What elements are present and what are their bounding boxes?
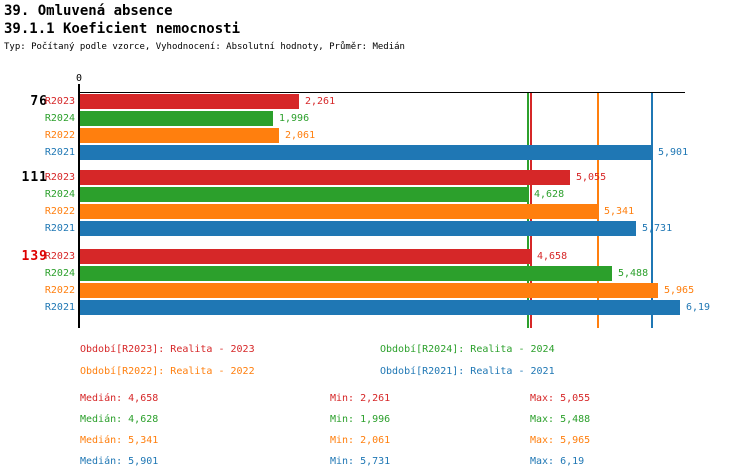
bar-value-label: 5,901 <box>658 147 689 158</box>
bar-value-label: 1,996 <box>279 113 310 124</box>
bar-value-label: 5,488 <box>618 268 649 279</box>
stat-min-r2023: Min: 2,261 <box>330 393 391 404</box>
bar-series-label: R2024 <box>44 113 75 124</box>
group-label-76: 76 <box>30 94 48 109</box>
bar-series-label: R2022 <box>44 206 75 217</box>
stat-median-r2021: Medián: 5,901 <box>80 456 159 467</box>
bar-value-label: 4,658 <box>537 251 568 262</box>
bar-value-label: 5,965 <box>664 285 695 296</box>
bar-139-r2022 <box>80 283 658 298</box>
bar-value-label: 5,731 <box>642 223 673 234</box>
bar-series-label: R2024 <box>44 268 75 279</box>
stat-median-r2024: Medián: 4,628 <box>80 414 159 425</box>
bar-series-label: R2021 <box>44 223 75 234</box>
bar-76-r2023 <box>80 94 299 109</box>
stat-min-r2024: Min: 1,996 <box>330 414 391 425</box>
stat-median-r2022: Medián: 5,341 <box>80 435 159 446</box>
bar-series-label: R2021 <box>44 302 75 313</box>
stat-max-r2021: Max: 6,19 <box>530 456 585 467</box>
legend-item-r2023: Období[R2023]: Realita - 2023 <box>80 344 255 355</box>
x-axis-line <box>78 92 685 93</box>
stat-min-r2022: Min: 2,061 <box>330 435 391 446</box>
group-label-111: 111 <box>21 170 48 185</box>
page-title: 39. Omluvená absence <box>4 3 173 19</box>
bar-series-label: R2023 <box>44 251 75 262</box>
bar-111-r2023 <box>80 170 570 185</box>
stat-median-r2023: Medián: 4,658 <box>80 393 159 404</box>
legend-item-r2021: Období[R2021]: Realita - 2021 <box>380 366 555 377</box>
y-axis-line <box>78 84 80 328</box>
bar-value-label: 5,055 <box>576 172 607 183</box>
stat-max-r2024: Max: 5,488 <box>530 414 591 425</box>
bar-series-label: R2023 <box>44 172 75 183</box>
bar-series-label: R2023 <box>44 96 75 107</box>
bar-series-label: R2021 <box>44 147 75 158</box>
origin-tick-label: 0 <box>75 73 83 84</box>
bar-111-r2021 <box>80 221 636 236</box>
bar-series-label: R2024 <box>44 189 75 200</box>
median-line-r2021 <box>651 93 653 328</box>
legend-item-r2022: Období[R2022]: Realita - 2022 <box>80 366 255 377</box>
bar-111-r2024 <box>80 187 528 202</box>
bar-series-label: R2022 <box>44 285 75 296</box>
bar-value-label: 4,628 <box>534 189 565 200</box>
stat-max-r2022: Max: 5,965 <box>530 435 591 446</box>
bar-value-label: 6,19 <box>686 302 711 313</box>
legend-item-r2024: Období[R2024]: Realita - 2024 <box>380 344 555 355</box>
chart-meta: Typ: Počítaný podle vzorce, Vyhodnocení:… <box>4 42 405 52</box>
bar-76-r2024 <box>80 111 273 126</box>
bar-value-label: 5,341 <box>604 206 635 217</box>
bar-series-label: R2022 <box>44 130 75 141</box>
stat-min-r2021: Min: 5,731 <box>330 456 391 467</box>
page-subtitle: 39.1.1 Koeficient nemocnosti <box>4 21 241 37</box>
bar-139-r2024 <box>80 266 612 281</box>
bar-111-r2022 <box>80 204 598 219</box>
median-line-r2022 <box>597 93 599 328</box>
bar-value-label: 2,061 <box>285 130 316 141</box>
chart-stats: Medián: 4,658 Min: 2,261 Max: 5,055 Medi… <box>80 391 690 475</box>
bar-chart: 0 76 R2023 2,261 R2024 1,996 R2022 2,061 R2021 5,… <box>21 73 711 328</box>
group-label-139: 139 <box>21 249 48 264</box>
bar-76-r2022 <box>80 128 279 143</box>
bar-139-r2021 <box>80 300 680 315</box>
chart-legend: Období[R2023]: Realita - 2023 Období[R20… <box>80 342 680 386</box>
bar-value-label: 2,261 <box>305 96 336 107</box>
bar-139-r2023 <box>80 249 531 264</box>
bar-76-r2021 <box>80 145 652 160</box>
stat-max-r2023: Max: 5,055 <box>530 393 591 404</box>
